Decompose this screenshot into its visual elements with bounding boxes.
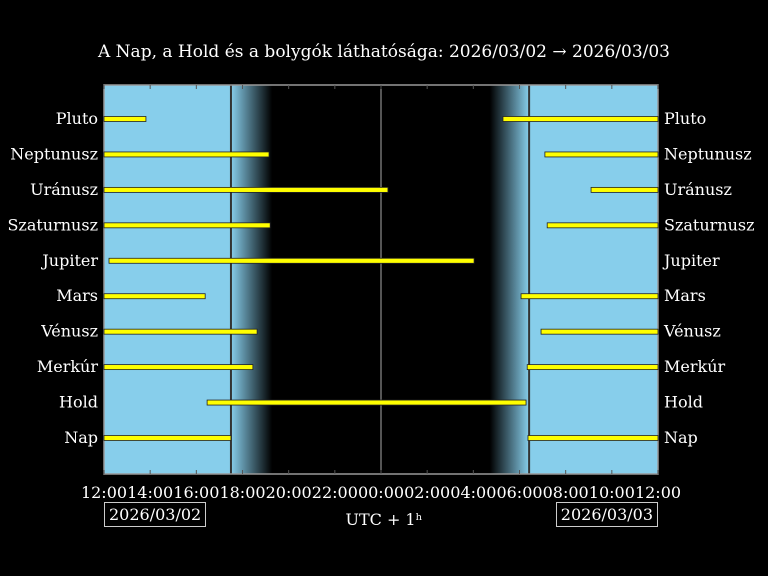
x-tick-label: 14:00 (127, 483, 173, 502)
x-tick-label: 04:00 (450, 483, 496, 502)
visibility-bar-Mars (520, 293, 659, 300)
visibility-bar-Hold (206, 399, 527, 406)
row-label-right: Neptunusz (664, 144, 752, 163)
visibility-bar-Pluto (502, 116, 659, 122)
row-label-left: Uránusz (30, 180, 98, 199)
row-label-right: Merkúr (664, 357, 726, 376)
row-label-left: Nap (64, 428, 98, 447)
start-date-label: 2026/03/02 (104, 502, 207, 527)
row-label-left: Jupiter (40, 251, 98, 270)
row-label-right: Szaturnusz (664, 215, 755, 234)
row-label-right: Pluto (664, 109, 706, 128)
row-label-right: Jupiter (662, 251, 720, 270)
x-tick-label: 10:00 (589, 483, 635, 502)
x-axis-label: UTC + 1ʰ (345, 510, 423, 529)
x-tick-label: 22:00 (312, 483, 358, 502)
row-label-left: Pluto (56, 109, 98, 128)
visibility-bar-Szaturnusz (546, 222, 659, 229)
x-tick-label: 12:00 (635, 483, 681, 502)
x-tick-label: 02:00 (404, 483, 450, 502)
end-date-label: 2026/03/03 (555, 502, 658, 527)
day-region-start (104, 85, 231, 474)
x-tick-label: 00:00 (358, 483, 404, 502)
visibility-bar-Nap (527, 435, 659, 441)
x-tick-label: 20:00 (266, 483, 312, 502)
visibility-bar-Merkúr (526, 364, 659, 371)
row-label-left: Szaturnusz (7, 215, 98, 234)
visibility-bar-Neptunusz (103, 151, 270, 158)
row-label-left: Hold (59, 393, 98, 412)
visibility-bar-Vénusz (103, 328, 258, 335)
visibility-bar-Uránusz (590, 186, 659, 193)
row-label-left: Mars (56, 286, 98, 305)
day-region-end (529, 85, 658, 474)
x-tick-label: 18:00 (219, 483, 265, 502)
visibility-bar-Mars (103, 293, 206, 300)
x-tick-label: 08:00 (543, 483, 589, 502)
row-label-right: Hold (664, 393, 703, 412)
x-tick-label: 12:00 (81, 483, 127, 502)
dusk-twilight (230, 85, 273, 474)
x-tick-label: 06:00 (496, 483, 542, 502)
row-label-right: Vénusz (663, 322, 721, 341)
chart-title: A Nap, a Hold és a bolygók láthatósága: … (98, 42, 670, 62)
visibility-bar-Nap (103, 435, 232, 441)
visibility-bar-Jupiter (108, 257, 475, 264)
row-label-left: Vénusz (40, 322, 98, 341)
row-label-left: Merkúr (37, 357, 99, 376)
row-label-left: Neptunusz (10, 144, 98, 163)
dawn-twilight (489, 85, 530, 474)
visibility-bar-Merkúr (103, 364, 254, 371)
row-label-right: Uránusz (664, 180, 732, 199)
visibility-bar-Szaturnusz (103, 222, 271, 229)
x-tick-label: 16:00 (173, 483, 219, 502)
row-label-right: Mars (664, 286, 706, 305)
visibility-bar-Neptunusz (544, 151, 659, 158)
row-label-right: Nap (664, 428, 698, 447)
visibility-bar-Vénusz (540, 328, 659, 335)
visibility-bar-Uránusz (103, 186, 389, 193)
visibility-bar-Pluto (103, 116, 147, 122)
